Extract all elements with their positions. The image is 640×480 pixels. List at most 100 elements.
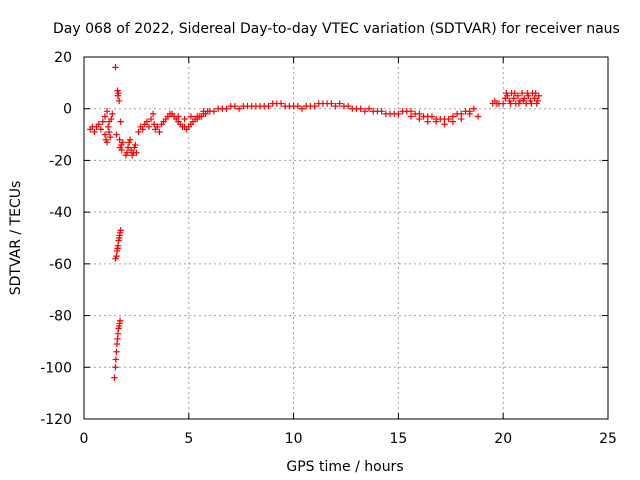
- data-point: [328, 100, 335, 107]
- data-point: [500, 100, 507, 107]
- data-point: [187, 113, 195, 120]
- data-point: [175, 113, 182, 120]
- data-points: [87, 64, 543, 381]
- chart-title: Day 068 of 2022, Sidereal Day-to-day VTE…: [53, 21, 620, 37]
- x-tick-label: 0: [80, 431, 89, 447]
- data-point: [519, 97, 527, 105]
- data-point: [277, 100, 285, 107]
- data-point: [116, 317, 124, 324]
- data-point: [470, 105, 478, 112]
- data-point: [103, 108, 111, 115]
- data-point: [101, 113, 109, 120]
- data-point: [143, 118, 151, 125]
- data-point: [132, 141, 139, 149]
- data-point: [511, 90, 518, 97]
- data-point: [147, 115, 155, 123]
- data-point: [181, 115, 188, 123]
- data-point: [139, 126, 146, 133]
- y-tick-label: -60: [49, 257, 72, 273]
- data-point: [95, 121, 102, 128]
- data-point: [116, 97, 123, 105]
- y-tick-label: -120: [40, 412, 72, 428]
- data-point: [91, 128, 98, 136]
- data-point: [532, 90, 539, 97]
- data-point: [97, 126, 104, 133]
- data-point: [344, 102, 352, 110]
- data-point: [123, 149, 131, 156]
- data-point: [365, 105, 373, 112]
- data-point: [115, 90, 122, 97]
- data-point: [114, 242, 122, 249]
- data-point: [118, 146, 125, 154]
- x-tick-label: 10: [285, 431, 303, 447]
- data-point: [104, 123, 112, 131]
- data-point: [113, 131, 120, 138]
- data-point: [524, 90, 531, 97]
- data-point: [265, 102, 272, 110]
- data-point: [298, 105, 306, 112]
- data-point: [294, 102, 301, 110]
- data-point: [117, 118, 124, 125]
- data-point: [112, 364, 119, 371]
- data-point: [528, 100, 535, 107]
- data-point: [200, 108, 207, 115]
- data-point: [458, 115, 465, 123]
- data-point: [112, 64, 119, 71]
- data-point: [111, 374, 118, 381]
- data-point: [515, 100, 523, 107]
- data-point: [466, 110, 473, 118]
- data-point: [332, 102, 339, 110]
- data-point: [210, 108, 218, 115]
- data-point: [105, 128, 113, 136]
- data-point: [441, 121, 448, 128]
- data-point: [416, 115, 423, 123]
- x-tick-label: 5: [184, 431, 193, 447]
- data-point: [534, 97, 541, 105]
- y-tick-label: 20: [54, 50, 72, 66]
- data-point: [445, 115, 452, 123]
- y-tick-label: 0: [63, 102, 72, 118]
- data-point: [99, 118, 107, 125]
- data-point: [113, 340, 121, 348]
- data-point: [432, 118, 440, 125]
- x-tick-label: 20: [494, 431, 512, 447]
- data-point: [235, 105, 243, 112]
- data-point: [449, 118, 457, 125]
- data-point: [154, 123, 161, 131]
- data-point: [336, 100, 343, 107]
- data-point: [135, 128, 142, 136]
- data-point: [357, 105, 364, 112]
- data-point: [145, 123, 153, 131]
- data-point: [101, 131, 109, 138]
- axes: 0 5 10 15 20 25 -120 -100 -80 -60 -40 -20 0 20: [40, 50, 617, 447]
- data-point: [109, 110, 116, 118]
- data-point: [113, 348, 120, 355]
- data-point: [503, 90, 510, 97]
- data-point: [507, 100, 514, 107]
- data-point: [378, 108, 385, 115]
- plot-frame: [83, 56, 609, 420]
- data-point: [117, 227, 124, 234]
- data-point: [126, 136, 134, 143]
- data-point: [103, 139, 111, 146]
- data-point: [193, 113, 201, 120]
- data-point: [428, 113, 436, 120]
- data-point: [119, 139, 126, 146]
- data-point: [407, 113, 415, 120]
- x-tick-label: 25: [599, 431, 617, 447]
- x-tick-label: 15: [389, 431, 407, 447]
- y-tick-label: -80: [49, 309, 72, 325]
- y-tick-label: -20: [49, 153, 72, 169]
- data-point: [108, 115, 115, 123]
- data-point: [474, 113, 482, 120]
- data-point: [149, 110, 157, 118]
- data-point: [156, 128, 163, 136]
- y-tick-label: -40: [49, 205, 72, 221]
- data-point: [223, 105, 230, 112]
- x-axis-label: GPS time / hours: [286, 459, 403, 475]
- data-point: [133, 149, 140, 156]
- data-point: [114, 330, 122, 337]
- data-point: [112, 356, 120, 363]
- data-point: [311, 102, 318, 110]
